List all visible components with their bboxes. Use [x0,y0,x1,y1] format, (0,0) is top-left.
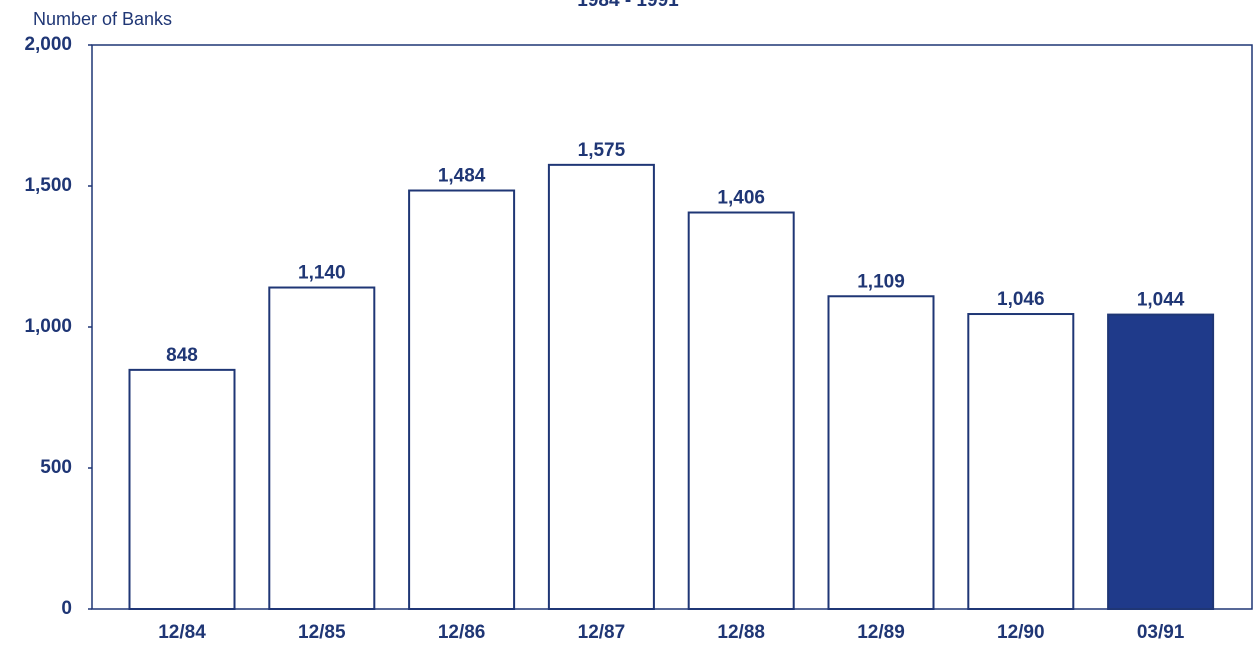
y-tick-label: 500 [40,457,72,478]
x-tick-label: 12/86 [438,622,486,643]
y-tick-label: 1,000 [24,316,72,337]
x-tick-label: 12/85 [298,622,346,643]
data-label: 848 [166,345,198,366]
bar [967,313,1075,610]
y-tick-label: 2,000 [24,34,72,55]
bar [408,189,516,610]
data-label: 1,046 [997,289,1045,310]
y-axis-label: Number of Banks [33,9,172,29]
bar [547,163,655,610]
x-tick-label: 12/89 [857,622,905,643]
x-tick-label: 12/84 [158,622,206,643]
x-tick-label: 12/87 [578,622,626,643]
chart-title: 1984 - 1991 [577,0,679,11]
bar [827,295,935,610]
y-tick-label: 1,500 [24,175,72,196]
bar [268,286,376,610]
plot-frame [91,44,1253,610]
bar [1107,313,1215,610]
data-label: 1,140 [298,263,346,284]
data-label: 1,484 [438,166,486,187]
x-tick-label: 12/88 [717,622,765,643]
data-label: 1,575 [578,140,626,161]
x-tick-label: 12/90 [997,622,1045,643]
y-tick-label: 0 [61,598,72,619]
data-label: 1,044 [1137,290,1185,311]
data-label: 1,406 [717,188,765,209]
data-label: 1,109 [857,271,905,292]
x-tick-label: 03/91 [1137,622,1185,643]
bar [687,211,795,610]
bar [128,368,236,611]
